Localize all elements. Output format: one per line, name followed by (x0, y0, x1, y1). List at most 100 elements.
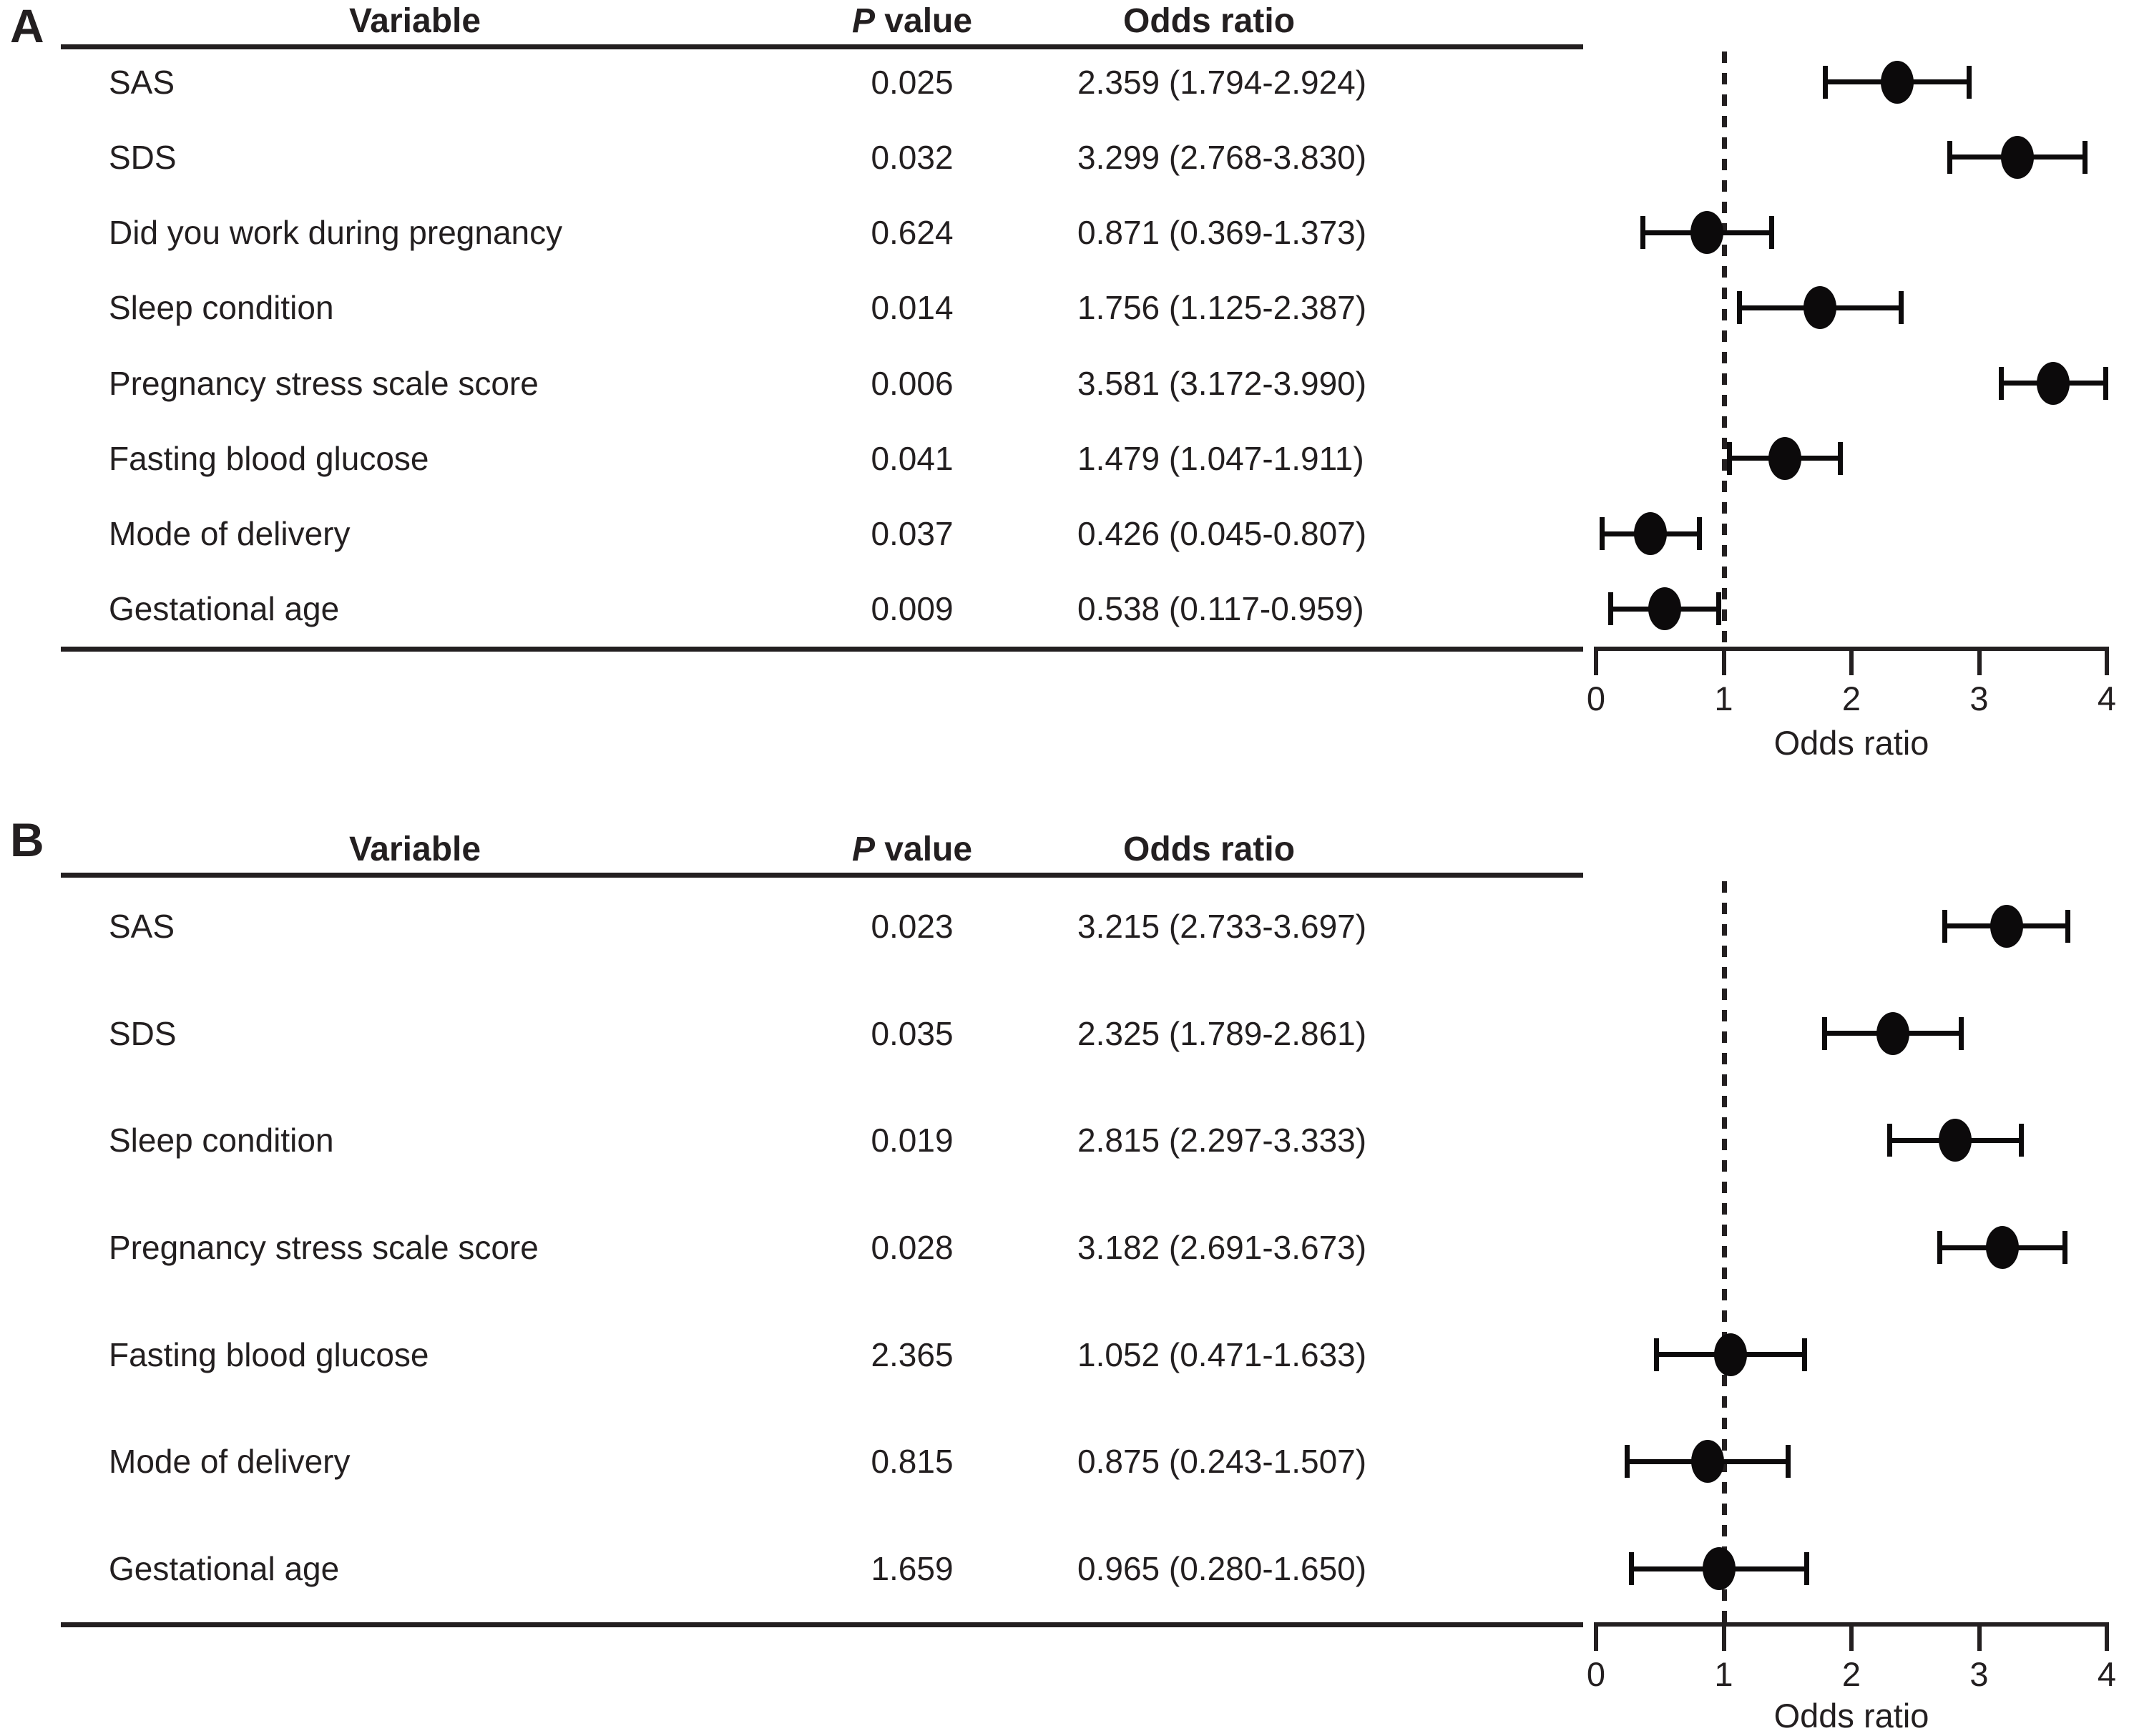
variable-label: Pregnancy stress scale score (109, 1229, 539, 1266)
pvalue-rest: value (874, 2, 973, 40)
ci-cap-left (1608, 592, 1614, 626)
x-axis-tick (2105, 1622, 2109, 1651)
reference-line (1721, 881, 1727, 1622)
odds-ratio-text: 0.875 (0.243-1.507) (1077, 1443, 1367, 1481)
x-axis-tick-label: 4 (2097, 680, 2117, 717)
ci-cap-right (1716, 592, 1721, 626)
x-axis-tick-label: 3 (1969, 1655, 1989, 1693)
p-value: 1.659 (871, 1550, 954, 1588)
ci-cap-left (1640, 216, 1646, 250)
or-marker (1690, 211, 1724, 255)
or-marker (1648, 587, 1682, 631)
column-header-odds: Odds ratio (1122, 2, 1296, 40)
table-rule-bottom (61, 1622, 1583, 1627)
p-value: 2.365 (871, 1335, 954, 1373)
pvalue-rest: value (874, 830, 973, 868)
x-axis-tick-label: 1 (1714, 680, 1733, 717)
x-axis-tick (2105, 647, 2109, 675)
ci-cap-left (1886, 1124, 1892, 1157)
ci-cap-left (1937, 1231, 1942, 1264)
column-header-pvalue: P value (852, 830, 972, 870)
p-value: 0.624 (871, 214, 954, 252)
x-axis-tick (1721, 647, 1726, 675)
ci-cap-left (1998, 366, 2004, 400)
or-marker (1703, 1547, 1736, 1591)
variable-label: Gestational age (109, 590, 340, 628)
or-marker (2000, 135, 2034, 179)
odds-ratio-text: 2.815 (2.297-3.333) (1077, 1122, 1367, 1159)
x-axis-tick (1594, 1622, 1598, 1651)
p-value: 0.009 (871, 590, 954, 628)
ci-cap-right (2062, 1231, 2068, 1264)
x-axis-tick-label: 0 (1586, 680, 1606, 717)
or-marker (1803, 286, 1837, 330)
x-axis-title: Odds ratio (1773, 724, 1929, 762)
odds-ratio-text: 2.325 (1.789-2.861) (1077, 1014, 1367, 1052)
odds-ratio-text: 0.965 (0.280-1.650) (1077, 1550, 1367, 1588)
ci-cap-right (1768, 216, 1774, 250)
ci-cap-left (1727, 441, 1733, 475)
p-value: 0.019 (871, 1122, 954, 1159)
table-rule-top (61, 873, 1583, 878)
odds-ratio-text: 1.052 (0.471-1.633) (1077, 1335, 1367, 1373)
ci-cap-left (1737, 291, 1743, 325)
pvalue-italic-p: P (851, 2, 875, 40)
p-value: 0.025 (871, 63, 954, 101)
x-axis-tick (1594, 647, 1598, 675)
column-header-odds: Odds ratio (1122, 830, 1296, 868)
variable-label: SDS (109, 1014, 177, 1052)
p-value: 0.032 (871, 138, 954, 176)
variable-label: Mode of delivery (109, 515, 351, 553)
x-axis-tick (1721, 1622, 1726, 1651)
or-marker (1939, 1119, 1972, 1162)
variable-label: SAS (109, 63, 175, 101)
x-axis-tick (1977, 1622, 1982, 1651)
variable-label: Sleep condition (109, 1122, 334, 1159)
ci-cap-right (1967, 65, 1972, 99)
or-marker (1634, 512, 1668, 556)
ci-cap-left (1653, 1338, 1659, 1371)
panel-label: A (10, 0, 44, 52)
x-axis-title: Odds ratio (1773, 1697, 1929, 1735)
ci-cap-right (1959, 1016, 1964, 1050)
or-marker (1691, 1440, 1725, 1484)
variable-label: SAS (109, 907, 175, 945)
variable-label: Gestational age (109, 1550, 340, 1588)
or-marker (1989, 904, 2023, 948)
odds-ratio-text: 1.756 (1.125-2.387) (1077, 289, 1367, 327)
p-value: 0.023 (871, 907, 954, 945)
p-value: 0.037 (871, 515, 954, 553)
or-marker (1985, 1226, 2019, 1269)
column-header-variable: Variable (348, 830, 481, 868)
p-value: 0.815 (871, 1443, 954, 1481)
p-value: 0.014 (871, 289, 954, 327)
p-value: 0.041 (871, 439, 954, 477)
variable-label: Did you work during pregnancy (109, 214, 563, 252)
ci-cap-right (1801, 1338, 1807, 1371)
variable-label: Pregnancy stress scale score (109, 364, 539, 402)
column-header-pvalue: P value (852, 1, 972, 41)
x-axis-tick-label: 1 (1714, 1655, 1733, 1693)
or-marker (1876, 1011, 1909, 1055)
p-value: 0.006 (871, 364, 954, 402)
ci-cap-right (1898, 291, 1904, 325)
odds-ratio-text: 0.426 (0.045-0.807) (1077, 515, 1367, 553)
or-marker (1768, 436, 1801, 480)
variable-label: Sleep condition (109, 289, 334, 327)
panel-label: B (10, 813, 44, 866)
p-value: 0.035 (871, 1014, 954, 1052)
odds-ratio-text: 3.581 (3.172-3.990) (1077, 364, 1367, 402)
x-axis-tick-label: 2 (1841, 680, 1861, 717)
ci-cap-right (2103, 366, 2108, 400)
variable-label: SDS (109, 138, 177, 176)
x-axis-tick (1849, 647, 1854, 675)
column-header-variable: Variable (348, 2, 481, 40)
ci-cap-left (1599, 517, 1605, 551)
ci-cap-left (1624, 1445, 1630, 1478)
ci-cap-right (2019, 1124, 2025, 1157)
ci-cap-left (1822, 65, 1828, 99)
ci-cap-left (1947, 140, 1952, 174)
odds-ratio-text: 3.299 (2.768-3.830) (1077, 138, 1367, 176)
or-marker (1881, 60, 1914, 104)
